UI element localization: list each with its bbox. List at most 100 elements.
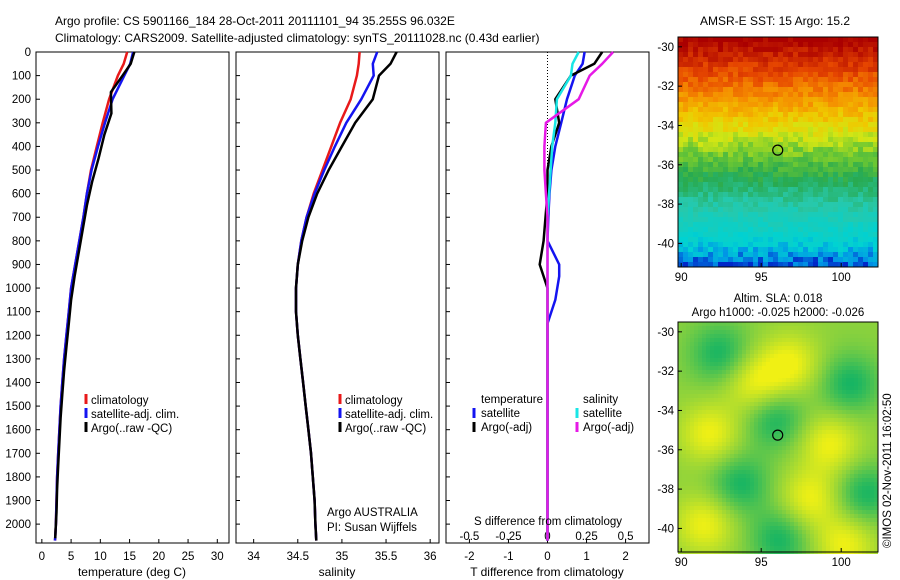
- sla-cell: [698, 426, 702, 430]
- sla-cell: [834, 526, 838, 530]
- sla-cell: [690, 382, 694, 386]
- sla-cell: [874, 430, 878, 434]
- sst-cell: [768, 222, 773, 227]
- sst-cell: [713, 132, 718, 137]
- sla-cell: [822, 514, 826, 518]
- sst-cell: [868, 252, 873, 257]
- sla-cell: [738, 518, 742, 522]
- sst-cell: [823, 137, 828, 142]
- sla-cell: [718, 350, 722, 354]
- sla-cell: [782, 410, 786, 414]
- sla-cell: [758, 514, 762, 518]
- sla-cell: [678, 514, 682, 518]
- sst-cell: [738, 142, 743, 147]
- sst-cell: [833, 187, 838, 192]
- sla-cell: [858, 506, 862, 510]
- sla-cell: [802, 366, 806, 370]
- sla-cell: [690, 458, 694, 462]
- sla-cell: [790, 442, 794, 446]
- sla-cell: [838, 482, 842, 486]
- sla-cell: [682, 414, 686, 418]
- sst-cell: [813, 257, 818, 262]
- sla-cell: [778, 378, 782, 382]
- sst-cell: [828, 167, 833, 172]
- sst-cell: [843, 137, 848, 142]
- sst-cell: [843, 187, 848, 192]
- sst-cell: [683, 107, 688, 112]
- sst-cell: [833, 137, 838, 142]
- sla-cell: [738, 394, 742, 398]
- sla-cell: [830, 514, 834, 518]
- sla-cell: [866, 442, 870, 446]
- sst-cell: [833, 127, 838, 132]
- sst-cell: [718, 72, 723, 77]
- sla-cell: [862, 398, 866, 402]
- sla-cell: [850, 398, 854, 402]
- sla-cell: [866, 506, 870, 510]
- sla-cell: [850, 494, 854, 498]
- sla-cell: [790, 398, 794, 402]
- sla-cell: [698, 330, 702, 334]
- sla-cell: [846, 426, 850, 430]
- sla-cell: [678, 494, 682, 498]
- sla-cell: [874, 482, 878, 486]
- sla-cell: [842, 498, 846, 502]
- sla-cell: [854, 414, 858, 418]
- sst-cell: [808, 257, 813, 262]
- sst-cell: [713, 77, 718, 82]
- sst-cell: [743, 157, 748, 162]
- sla-cell: [710, 458, 714, 462]
- sla-cell: [774, 382, 778, 386]
- sst-cell: [858, 172, 863, 177]
- sla-cell: [762, 438, 766, 442]
- sla-cell: [742, 394, 746, 398]
- sla-cell: [774, 470, 778, 474]
- sla-cell: [866, 346, 870, 350]
- sst-cell: [758, 197, 763, 202]
- sla-cell: [862, 546, 866, 550]
- sla-cell: [834, 442, 838, 446]
- sst-cell: [793, 247, 798, 252]
- x-tick-label: 30: [211, 551, 224, 563]
- sst-cell: [808, 217, 813, 222]
- sst-cell: [828, 202, 833, 207]
- sst-cell: [793, 47, 798, 52]
- sla-cell: [870, 390, 874, 394]
- sla-cell: [710, 446, 714, 450]
- sst-cell: [758, 207, 763, 212]
- sla-cell: [830, 406, 834, 410]
- sst-cell: [678, 212, 683, 217]
- sla-cell: [790, 382, 794, 386]
- sst-cell: [833, 92, 838, 97]
- sla-cell: [706, 530, 710, 534]
- sst-cell: [813, 262, 818, 267]
- sla-cell: [706, 466, 710, 470]
- sla-cell: [710, 374, 714, 378]
- sst-cell: [713, 67, 718, 72]
- sla-cell: [786, 542, 790, 546]
- sla-cell: [850, 406, 854, 410]
- sla-cell: [822, 498, 826, 502]
- sla-cell: [850, 434, 854, 438]
- sst-cell: [853, 122, 858, 127]
- sla-cell: [834, 402, 838, 406]
- sla-cell: [862, 346, 866, 350]
- sst-cell: [748, 247, 753, 252]
- sst-cell: [818, 117, 823, 122]
- sla-cell: [842, 522, 846, 526]
- sst-cell: [768, 122, 773, 127]
- sla-cell: [754, 334, 758, 338]
- sst-cell: [753, 117, 758, 122]
- sla-cell: [814, 454, 818, 458]
- sst-cell: [823, 152, 828, 157]
- sla-cell: [814, 362, 818, 366]
- sst-cell: [693, 52, 698, 57]
- sla-cell: [794, 502, 798, 506]
- sla-cell: [694, 362, 698, 366]
- sla-cell: [678, 438, 682, 442]
- sla-cell: [862, 530, 866, 534]
- sla-cell: [682, 398, 686, 402]
- sla-cell: [762, 394, 766, 398]
- sla-cell: [742, 454, 746, 458]
- sst-cell: [848, 197, 853, 202]
